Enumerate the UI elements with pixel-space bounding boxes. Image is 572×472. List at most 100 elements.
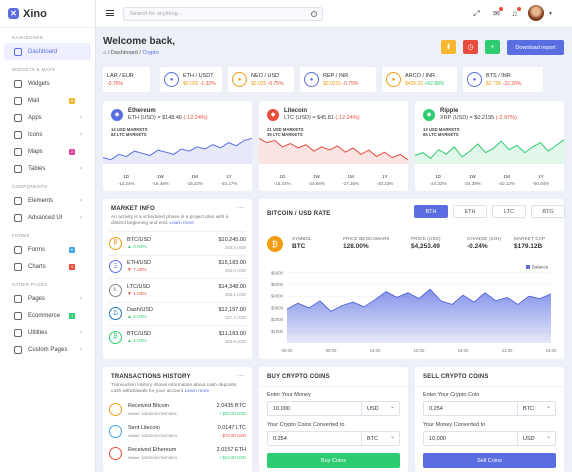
coin-name: Ethereum: [128, 108, 156, 114]
transaction-label: Sent Litecoin: [128, 424, 160, 431]
ticker-eth-usdt[interactable]: ● ETH / USDT $0.025 -1.32%: [160, 67, 222, 92]
market-change: 1.04%: [133, 291, 147, 297]
transaction-label: Received Ethereum: [128, 446, 177, 453]
buy-currency-select[interactable]: USD: [361, 402, 399, 415]
sidebar-item-advanced-ui[interactable]: Advanced UI ›: [4, 209, 91, 226]
market-price: $15,183.00: [218, 260, 246, 267]
logo[interactable]: ✕ Xino: [0, 0, 95, 28]
arrow-up-icon: ▲: [127, 315, 134, 321]
buy-converted-input[interactable]: 0.254: [273, 436, 287, 442]
download-icon-button[interactable]: ⬇: [441, 40, 456, 54]
tab-bth[interactable]: BTH: [414, 205, 448, 218]
transaction-row[interactable]: Sent Litecoin Wallet: 33E3D4EYWZXB03 0.014…: [109, 420, 246, 442]
sidebar-item-dashboard[interactable]: Dashboard: [4, 43, 91, 60]
search-input[interactable]: Search for anything...: [123, 7, 323, 21]
sidebar-item-elements[interactable]: Elements ›: [4, 192, 91, 209]
clock-button[interactable]: ◷: [463, 40, 478, 54]
x-tick-label: 21:00: [502, 348, 513, 353]
breadcrumb-dashboard[interactable]: Dashboard: [110, 50, 138, 56]
more-icon[interactable]: ⋯: [237, 373, 244, 380]
sidebar-item-maps[interactable]: Maps 2: [4, 143, 91, 160]
transaction-row[interactable]: Received Ethereum Wallet: 33E3D4EYWZXB03 2…: [109, 442, 246, 464]
sidebar-item-ecommerce[interactable]: Ecommerce 4: [4, 307, 91, 324]
add-button[interactable]: +: [485, 40, 500, 54]
learn-more-link[interactable]: Learn more: [169, 221, 194, 226]
market-row[interactable]: Ξ ETH/USD ▼ 7.25% $15,183.00 283.0 USD: [109, 254, 246, 279]
ticker-rep-inr[interactable]: ● REP / INR $0.0215 -0.75%: [300, 67, 376, 92]
ltc-markets: 35 LTC MARKETS: [267, 132, 303, 137]
coin-name: Ripple: [440, 108, 459, 114]
sidebar-item-charts[interactable]: Charts 9: [4, 258, 91, 275]
sidebar-item-forms[interactable]: Forms 6: [4, 241, 91, 258]
buy-money-field[interactable]: 10,000 USD: [267, 401, 400, 416]
search-icon[interactable]: [311, 11, 317, 17]
market-row[interactable]: ₿ BTC/USD ▲ 2.04% $10,245.00 340.5 USD: [109, 231, 246, 255]
bell-icon[interactable]: ♫: [510, 7, 521, 18]
stat-change-24h: CHANGE (24H) -0.24%: [467, 236, 502, 250]
fullscreen-icon[interactable]: ⤢: [473, 9, 480, 18]
sell-converted-input[interactable]: 10,000: [429, 436, 446, 442]
sell-currency-select[interactable]: USD: [517, 432, 555, 445]
market-list: ₿ BTC/USD ▲ 2.04% $10,245.00 340.5 USD Ξ ETH/U…: [103, 231, 252, 349]
sidebar-item-icons[interactable]: Icons ›: [4, 126, 91, 143]
buy-money-label: Enter Your Money: [267, 392, 311, 398]
sell-coin-select[interactable]: BTC: [517, 402, 555, 415]
sidebar-item-pages[interactable]: Pages ›: [4, 290, 91, 307]
bitcoin-icon: ₿: [267, 236, 283, 252]
coin-price: ETH (USD) = $148.46: [128, 115, 182, 121]
market-pair: BTC/USD: [127, 330, 152, 337]
buy-converted-field[interactable]: 0.254 BTC: [267, 431, 400, 446]
buy-coins-card: BUY CRYPTO COINS Enter Your Money 10,000…: [259, 367, 408, 472]
sidebar-item-mail[interactable]: Mail 5: [4, 92, 91, 109]
ticker-neo-usd[interactable]: ● NEO / USD $0.025 -0.75%: [228, 67, 294, 92]
search-placeholder: Search for anything...: [130, 11, 183, 17]
market-row[interactable]: Ł LTC/USD ▼ 1.04% $14,348.00 368.2 USD: [109, 278, 246, 302]
tab-btg[interactable]: BTG: [531, 205, 565, 218]
home-icon[interactable]: ⌂: [103, 50, 107, 56]
mail-icon[interactable]: ✉: [492, 7, 503, 18]
sidebar-item-utilities[interactable]: Utilities ›: [4, 324, 91, 341]
sidebar-item-label: Pages: [28, 295, 46, 302]
buy-money-input[interactable]: 10,000: [273, 406, 290, 412]
balance-area: [287, 289, 551, 343]
transaction-row[interactable]: Received Bitcoin Wallet: 33E3D4EYWZXB01 2.…: [109, 398, 246, 420]
sell-coin-input[interactable]: 0.254: [429, 406, 443, 412]
sidebar-item-widgets[interactable]: Widgets: [4, 75, 91, 92]
ticker-bts-inr[interactable]: ● BTS / INR $2.706 -22.26%: [463, 67, 543, 92]
chevron-down-icon[interactable]: ▼: [548, 11, 553, 17]
tab-eth[interactable]: ETH: [453, 205, 487, 218]
ticker-pair: LAR / EUR: [107, 72, 134, 79]
sidebar-item-tables[interactable]: Tables ›: [4, 160, 91, 177]
sell-coin-field[interactable]: 0.254 BTC: [423, 401, 556, 416]
notification-dot: [499, 7, 503, 11]
ticker-arco-inr[interactable]: ● ARCO / INR $425.25 +52.88%: [382, 67, 457, 92]
tab-ltc[interactable]: LTC: [492, 205, 526, 218]
avatar[interactable]: [528, 5, 544, 21]
transaction-amount: 2.0435 BTC: [216, 402, 246, 409]
market-row[interactable]: D Dash/USD ▲ 2.04% $12,157.00 127.3 USD: [109, 301, 246, 326]
arrow-down-icon: ▼: [127, 291, 134, 297]
sidebar-item-label: Charts: [28, 263, 46, 270]
sidebar-badge: 2: [69, 148, 75, 155]
market-row[interactable]: ₿ BTC/USD ▲ 1.04% $11,183.00 163.8 USD: [109, 325, 246, 349]
coin-change: (-12.24%): [335, 115, 360, 121]
stat-price-benchmark: PRICE BENCHMARK 128.00%: [343, 236, 390, 250]
buy-coins-button[interactable]: Buy Coins: [267, 453, 400, 468]
sell-converted-field[interactable]: 10,000 USD: [423, 431, 556, 446]
sidebar-item-apps[interactable]: Apps ›: [4, 109, 91, 126]
download-report-button[interactable]: Download report: [507, 40, 564, 55]
more-icon[interactable]: ⋯: [237, 205, 244, 212]
sell-coins-button[interactable]: Sell Coins: [423, 453, 556, 468]
menu-toggle-icon[interactable]: [106, 10, 114, 16]
period-1m: 1M -42.12%: [498, 174, 515, 186]
period-1w: 1W -24.39%: [463, 174, 481, 186]
logo-icon: ✕: [8, 8, 19, 19]
learn-more-link[interactable]: Learn more: [184, 389, 210, 394]
sell-title: SELL CRYPTO COINS: [423, 374, 489, 380]
buy-coin-select[interactable]: BTC: [361, 432, 399, 445]
top-bar: Search for anything... ⤢ ✉ ♫ ▼: [96, 0, 572, 28]
ticker-lar-eur[interactable]: LAR / EUR -0.75%: [103, 67, 150, 92]
market-volume: 283.0 USD: [224, 268, 246, 274]
sidebar-item-custom-pages[interactable]: Custom Pages ›: [4, 341, 91, 358]
sidebar-item-label: Custom Pages: [28, 346, 68, 353]
